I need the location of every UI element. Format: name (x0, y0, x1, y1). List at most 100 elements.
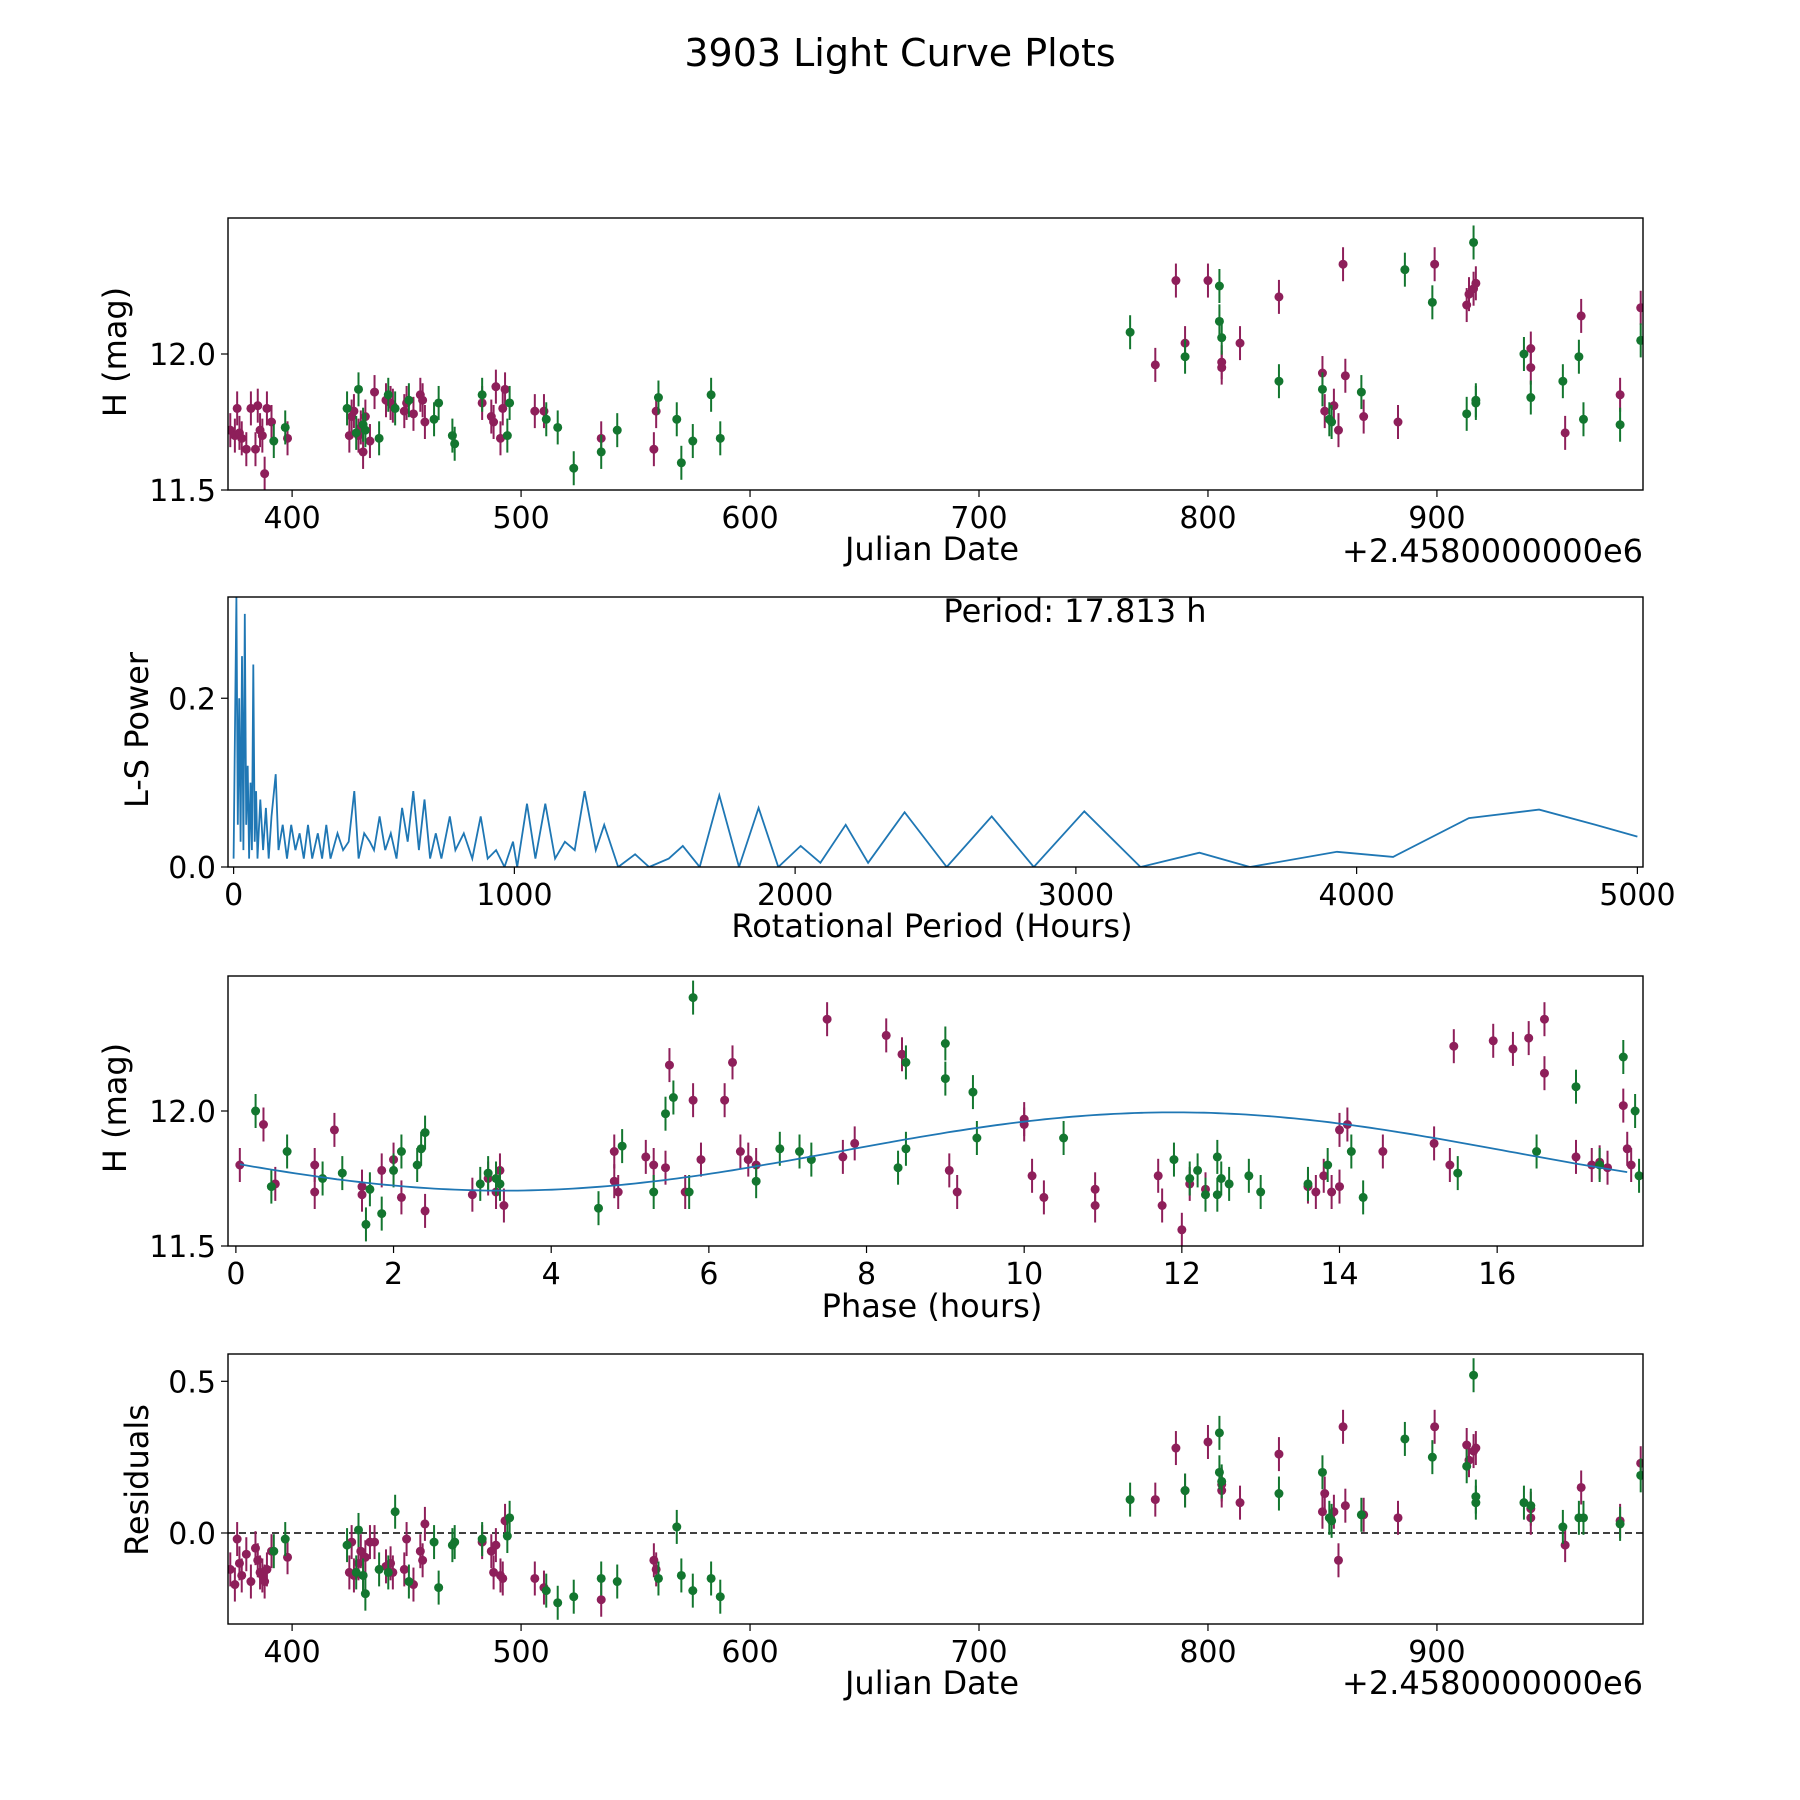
lightcurve-point-red (1393, 417, 1403, 427)
phased-point-red (1626, 1160, 1636, 1170)
phased-point-green (1346, 1147, 1356, 1156)
phased-point-green (795, 1147, 805, 1156)
lightcurve-point-red (370, 387, 380, 397)
phased-point-red (258, 1120, 268, 1129)
residuals-point-green (390, 1507, 400, 1517)
residuals-point-green (1615, 1519, 1625, 1529)
lightcurve-point-green (450, 439, 460, 449)
phased-point-green (1193, 1165, 1203, 1175)
residuals-point-green (351, 1567, 361, 1577)
phased-point-green (1200, 1190, 1210, 1200)
lightcurve-point-red (1320, 406, 1330, 416)
lightcurve-point-red (253, 401, 263, 411)
residuals-point-red (402, 1534, 412, 1544)
lightcurve-point-red (358, 447, 368, 457)
phased-point-green (1323, 1160, 1333, 1170)
phased-point-red (499, 1201, 509, 1210)
phased-point-green (1185, 1174, 1195, 1183)
lightcurve-point-green (1519, 349, 1529, 359)
lightcurve-point-green (569, 463, 579, 473)
phased-point-green (893, 1163, 903, 1173)
residuals-xtick-label: 500 (492, 1635, 549, 1670)
phased-point-green (1358, 1192, 1368, 1202)
lightcurve-point-green (390, 403, 400, 413)
periodogram-frame (227, 596, 1644, 868)
lightcurve-point-red (246, 403, 256, 413)
residuals-xtick-label: 400 (263, 1635, 320, 1670)
residuals-point-green (1125, 1495, 1135, 1505)
residuals-point-red (232, 1534, 242, 1544)
residuals-point-green (612, 1577, 622, 1587)
residuals-point-green (505, 1513, 515, 1523)
residuals-xtick-label: 900 (1408, 1635, 1465, 1670)
phased-xtick-label: 4 (542, 1257, 561, 1292)
lightcurve-xtick-label: 700 (950, 501, 1007, 536)
lightcurve-point-green (1558, 376, 1568, 386)
lightcurve-point-red (1217, 363, 1227, 373)
lightcurve-point-green (351, 428, 361, 438)
residuals-point-red (1338, 1422, 1348, 1432)
phased-xtick-label: 6 (699, 1257, 718, 1292)
phased-point-green (1303, 1179, 1313, 1189)
residuals-point-red (1393, 1513, 1403, 1523)
phased-point-red (897, 1049, 907, 1059)
phased-point-red (1327, 1187, 1337, 1197)
periodogram-power-line (232, 597, 1638, 867)
residuals-point-green (1317, 1467, 1327, 1477)
phased-point-green (1571, 1082, 1581, 1092)
lightcurve-point-green (1400, 265, 1410, 275)
phased-point-green (282, 1147, 292, 1156)
residuals-point-green (688, 1586, 698, 1596)
residuals-point-red (230, 1580, 240, 1590)
residuals-point-green (1217, 1476, 1227, 1486)
residuals-point-green (342, 1540, 352, 1550)
residuals-point-red (418, 1555, 428, 1565)
lightcurve-point-red (1471, 278, 1481, 288)
residuals-point-green (354, 1525, 364, 1535)
phased-point-green (1244, 1171, 1254, 1181)
lightcurve-xtick-label: 900 (1408, 501, 1465, 536)
phased-point-red (1449, 1041, 1459, 1051)
phased-point-red (952, 1187, 962, 1197)
lightcurve-point-red (1235, 338, 1245, 348)
residuals-point-green (429, 1537, 439, 1547)
residuals-point-red (228, 1564, 235, 1574)
residuals-point-green (1526, 1501, 1536, 1511)
residuals-point-green (1400, 1434, 1410, 1444)
periodogram-plot-area (232, 597, 1638, 867)
residuals-point-red (1430, 1422, 1440, 1432)
phased-point-red (329, 1125, 339, 1135)
phased-point-red (310, 1187, 320, 1197)
periodogram-panel: Rotational Period (Hours) Period: 17.813… (118, 592, 1676, 945)
lightcurve-point-green (1125, 327, 1135, 337)
phased-plot-area (235, 980, 1643, 1246)
phased-point-red (609, 1176, 619, 1186)
lightcurve-point-green (383, 390, 393, 400)
lightcurve-point-green (342, 403, 352, 413)
residuals-point-red (530, 1573, 540, 1583)
phased-point-red (696, 1155, 706, 1165)
lightcurve-point-red (1150, 360, 1160, 370)
lightcurve-point-red (649, 444, 659, 454)
phased-point-red (1039, 1192, 1049, 1202)
lightcurve-point-red (1636, 303, 1643, 313)
residuals-plot-area (228, 1358, 1643, 1620)
phased-point-red (420, 1206, 430, 1216)
phased-point-red (688, 1095, 698, 1105)
lightcurve-point-red (1615, 390, 1625, 400)
residuals-xtick-label: 600 (721, 1635, 778, 1670)
residuals-point-red (489, 1567, 499, 1577)
residuals-point-green (1558, 1522, 1568, 1532)
residuals-point-red (1150, 1495, 1160, 1505)
lightcurve-ytick-label: 11.5 (149, 474, 216, 509)
residuals-point-red (399, 1564, 409, 1574)
lightcurve-point-green (1217, 333, 1227, 343)
residuals-point-green (1327, 1516, 1337, 1526)
residuals-point-red (241, 1549, 251, 1559)
lightcurve-point-red (495, 433, 505, 443)
periodogram-xtick-label: 1000 (476, 878, 552, 913)
residuals-point-green (1214, 1428, 1224, 1438)
lightcurve-point-red (1340, 371, 1350, 381)
phased-point-green (940, 1074, 950, 1084)
phased-xtick-label: 10 (1005, 1257, 1043, 1292)
